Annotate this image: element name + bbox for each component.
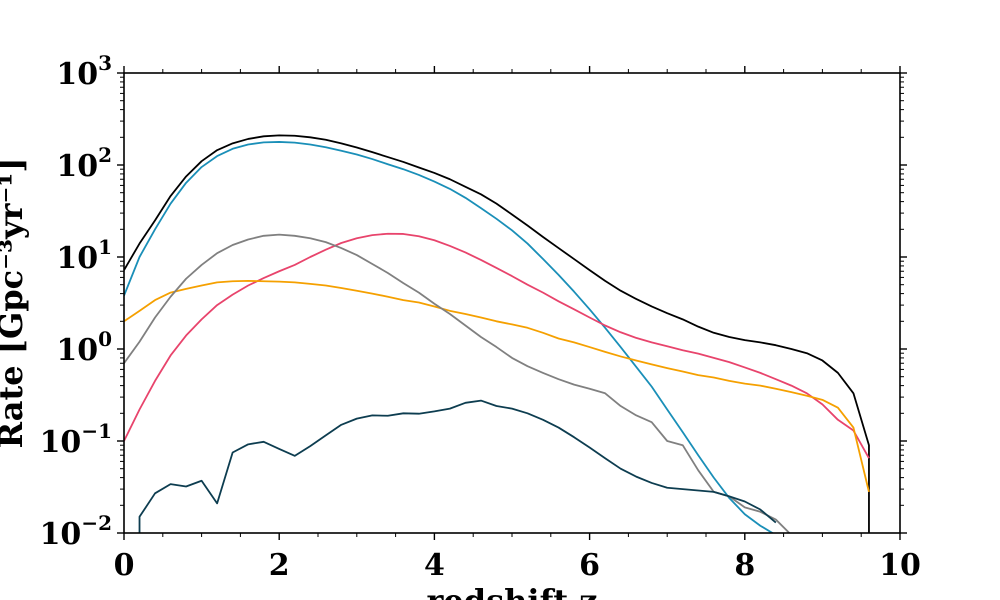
x-tick-label: 8: [734, 548, 755, 583]
y-tick-label: 101: [56, 235, 112, 276]
x-axis-label: redshift z: [427, 582, 598, 600]
y-tick-label: 10−2: [40, 511, 112, 552]
y-tick-label: 103: [56, 51, 112, 92]
series-line-5: [124, 233, 791, 533]
series-line-2: [124, 141, 775, 533]
series-line-3: [124, 232, 870, 459]
series-line-6: [138, 399, 777, 533]
series-line-1: [124, 134, 870, 533]
series-line-4: [124, 279, 870, 493]
y-tick-label: 10−1: [40, 419, 112, 460]
y-axis-label: Rate [Gpc⁻³yr⁻¹]: [0, 157, 30, 448]
y-tick-label: 102: [56, 143, 112, 184]
series-layer: [124, 134, 870, 533]
x-tick-label: 10: [879, 548, 921, 583]
x-tick-label: 2: [269, 548, 290, 583]
x-tick-label: 6: [579, 548, 600, 583]
ticks-layer: 0 2 4 6 8 10 10−2 10−1 100 101 102 103: [40, 51, 921, 583]
y-tick-label: 100: [56, 327, 112, 368]
x-tick-label: 4: [424, 548, 445, 583]
x-tick-label: 0: [114, 548, 135, 583]
